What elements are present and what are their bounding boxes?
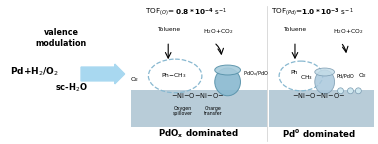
Text: $\mathbf{PdO_x}$ dominated: $\mathbf{PdO_x}$ dominated bbox=[158, 127, 238, 140]
Text: H$_2$O+CO$_2$: H$_2$O+CO$_2$ bbox=[333, 28, 364, 36]
Text: valence
modulation: valence modulation bbox=[36, 28, 87, 48]
Bar bbox=[130, 90, 267, 127]
Text: TOF$_{(O)}$=: TOF$_{(O)}$= bbox=[146, 7, 175, 17]
Text: $\bf{1.0*10^{-3}}$ s$^{-1}$: $\bf{1.0*10^{-3}}$ s$^{-1}$ bbox=[301, 7, 353, 18]
Text: Oxygen
spillover: Oxygen spillover bbox=[173, 106, 193, 116]
Ellipse shape bbox=[215, 65, 240, 75]
Text: O$_2$: O$_2$ bbox=[358, 72, 367, 80]
Text: CH$_3$: CH$_3$ bbox=[301, 73, 313, 82]
Text: Ph$-$CH$_3$: Ph$-$CH$_3$ bbox=[161, 72, 187, 80]
Ellipse shape bbox=[215, 68, 240, 96]
Text: Ph: Ph bbox=[290, 71, 297, 75]
Text: Charge
transfer: Charge transfer bbox=[203, 106, 222, 116]
Text: Toluene: Toluene bbox=[284, 28, 307, 32]
Text: H$_2$O+CO$_2$: H$_2$O+CO$_2$ bbox=[203, 28, 233, 36]
Text: $\mathbf{Pd^0}$ dominated: $\mathbf{Pd^0}$ dominated bbox=[282, 127, 355, 140]
Text: Toluene: Toluene bbox=[156, 28, 180, 32]
Text: TOF$_{(Pd)}$=: TOF$_{(Pd)}$= bbox=[271, 7, 303, 17]
Text: $\bf{0.8*10^{-4}}$ s$^{-1}$: $\bf{0.8*10^{-4}}$ s$^{-1}$ bbox=[175, 7, 228, 18]
Text: $-$Ni$-$O$-$Ni$-$O$-$: $-$Ni$-$O$-$Ni$-$O$-$ bbox=[292, 91, 345, 100]
Circle shape bbox=[347, 88, 353, 94]
Circle shape bbox=[338, 88, 344, 94]
Text: sc-H$_2$O: sc-H$_2$O bbox=[54, 82, 88, 94]
Circle shape bbox=[355, 88, 361, 94]
Bar bbox=[269, 90, 374, 127]
Text: PdO$_x$/PdO: PdO$_x$/PdO bbox=[243, 70, 270, 78]
FancyArrow shape bbox=[81, 64, 125, 84]
Text: Pd/PdO: Pd/PdO bbox=[336, 73, 354, 78]
Ellipse shape bbox=[315, 68, 335, 76]
Text: O$_2$: O$_2$ bbox=[130, 75, 139, 84]
Ellipse shape bbox=[315, 70, 335, 94]
Text: $-$Ni$-$O$-$Ni$-$O$-$: $-$Ni$-$O$-$Ni$-$O$-$ bbox=[171, 91, 225, 100]
Text: Pd+H$_2$/O$_2$: Pd+H$_2$/O$_2$ bbox=[10, 66, 59, 78]
